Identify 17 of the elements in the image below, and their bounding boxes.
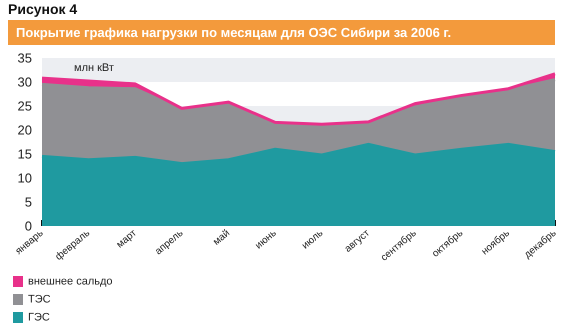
y-tick-label: 15 xyxy=(18,146,32,162)
y-tick-label: 30 xyxy=(18,74,32,90)
y-tick-label: 5 xyxy=(24,194,32,210)
chart-title: Рисунок 4 xyxy=(8,1,78,17)
y-tick-label: 20 xyxy=(18,122,32,138)
y-tick-label: 10 xyxy=(18,170,32,186)
legend-label: ГЭС xyxy=(28,312,50,324)
x-tick-label: май xyxy=(211,228,232,248)
x-tick-label: июль xyxy=(300,228,326,252)
legend-label: внешнее сальдо xyxy=(28,276,113,288)
y-tick-label: 25 xyxy=(18,98,32,114)
y-tick-label: 0 xyxy=(24,218,32,234)
x-tick-label: июнь xyxy=(253,228,279,252)
y-axis-title: млн кВт xyxy=(74,62,114,74)
legend-label: ТЭС xyxy=(28,294,51,306)
chart-subtitle: Покрытие графика нагрузки по месяцам для ОЭС Сибири за 2006 г. xyxy=(8,20,555,45)
y-tick-label: 35 xyxy=(18,50,32,66)
